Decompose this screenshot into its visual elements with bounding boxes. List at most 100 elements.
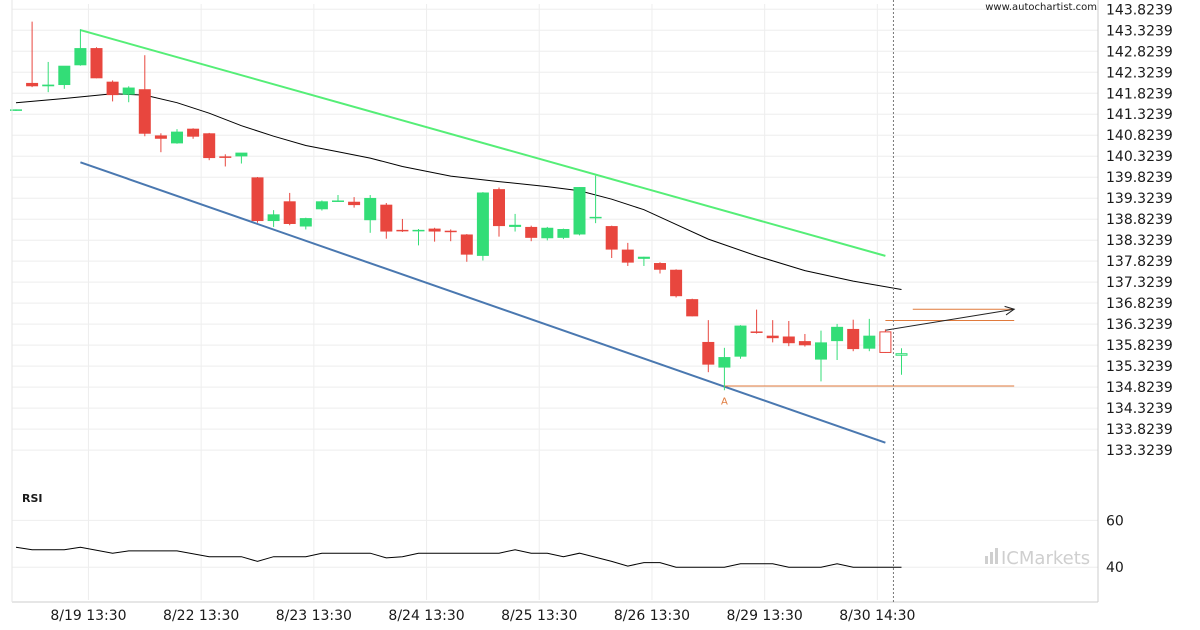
candle	[734, 325, 747, 359]
x-tick-label: 8/19 13:30	[50, 608, 126, 624]
candle	[332, 195, 344, 202]
candle	[493, 187, 505, 237]
projection-arrow-icon	[1004, 305, 1016, 316]
rsi-line	[15, 546, 902, 568]
candle-body	[493, 189, 505, 227]
candle-body	[106, 81, 119, 96]
candle	[831, 323, 844, 361]
candle	[219, 154, 232, 167]
candle	[299, 217, 312, 230]
candle	[509, 213, 522, 232]
candle-body	[589, 216, 602, 219]
candle	[283, 192, 296, 226]
candle-body	[654, 263, 666, 270]
candle	[203, 132, 216, 161]
candle-body	[460, 234, 473, 255]
y-tick-label: 137.8239	[1106, 254, 1173, 270]
y-tick-label: 140.3239	[1106, 149, 1173, 165]
candle-body	[299, 218, 312, 227]
candle	[895, 348, 908, 375]
y-tick-label: 135.3239	[1106, 359, 1173, 375]
candle-body	[798, 341, 811, 346]
candle-body	[203, 133, 216, 159]
candle	[396, 218, 409, 232]
candle	[42, 61, 55, 93]
candle	[476, 192, 489, 261]
candle-body	[605, 226, 618, 250]
candle-body	[766, 335, 779, 339]
candle-body	[58, 65, 71, 86]
candle-body	[187, 128, 200, 137]
candle	[106, 80, 119, 102]
moving-average-layer	[15, 93, 902, 290]
x-tick-label: 8/30 14:30	[839, 608, 915, 624]
candle-body	[283, 201, 296, 224]
y-tick-label: 135.8239	[1106, 338, 1173, 354]
rsi-label: RSI	[22, 492, 43, 505]
level-layer: A	[721, 305, 1016, 407]
candle	[637, 256, 650, 266]
x-tick-label: 8/29 13:30	[727, 608, 803, 624]
candle-body	[557, 229, 570, 238]
candle-body	[637, 256, 650, 259]
candle-body	[847, 328, 860, 350]
candle-body	[831, 326, 844, 342]
candle	[766, 320, 779, 343]
candle	[187, 128, 200, 139]
candle-body	[782, 336, 795, 344]
y-tick-label: 138.3239	[1106, 233, 1173, 249]
y-tick-label: 143.8239	[1106, 2, 1173, 18]
candle-body	[10, 109, 22, 111]
candle-body	[122, 87, 135, 95]
candle	[74, 29, 87, 66]
candle	[815, 330, 827, 382]
y-tick-label: 142.3239	[1106, 65, 1173, 81]
candle-body	[251, 177, 264, 222]
candle-body	[138, 89, 151, 134]
candle-body	[235, 152, 248, 157]
candle	[58, 65, 71, 89]
x-tick-label: 8/22 13:30	[163, 608, 239, 624]
candle-body	[267, 214, 280, 222]
upper-channel-line	[80, 29, 886, 257]
candle	[235, 152, 248, 164]
axis-layer: 143.8239 143.3239 142.8239 142.3239 141.8239…	[11, 0, 1173, 624]
candle	[428, 227, 441, 242]
candle-body	[670, 269, 683, 297]
candle	[315, 200, 328, 211]
candle-body	[154, 135, 167, 139]
y-tick-label: 142.8239	[1106, 44, 1173, 60]
candle	[171, 129, 183, 144]
candle-body	[219, 156, 232, 158]
candle-layer	[10, 21, 908, 391]
candle-body	[879, 331, 892, 353]
candle	[267, 210, 280, 227]
candle	[557, 228, 570, 240]
candle	[798, 333, 811, 347]
candle-body	[380, 204, 393, 232]
candle	[750, 309, 763, 334]
candle-body	[525, 226, 538, 238]
y-tick-label: 133.8239	[1106, 422, 1173, 438]
x-tick-label: 8/23 13:30	[276, 608, 352, 624]
candle-body	[364, 197, 377, 221]
candle	[138, 55, 151, 137]
candle	[348, 197, 361, 208]
moving-average-line	[15, 93, 902, 290]
candle	[525, 225, 538, 242]
candle-body	[541, 227, 554, 239]
brand-logo: ICMarkets	[985, 548, 1090, 569]
candle-body	[332, 200, 344, 202]
candle-body	[702, 341, 715, 365]
watermark-text: www.autochartist.com	[985, 2, 1097, 13]
candle-body	[476, 192, 489, 256]
x-tick-label: 8/24 13:30	[388, 608, 464, 624]
point-label-a: A	[721, 396, 728, 407]
brand-name: ICMarkets	[1001, 548, 1090, 569]
rsi-y-tick-label: 60	[1106, 513, 1124, 529]
candle	[10, 109, 22, 112]
x-tick-label: 8/25 13:30	[501, 608, 577, 624]
candle-body	[718, 357, 731, 368]
